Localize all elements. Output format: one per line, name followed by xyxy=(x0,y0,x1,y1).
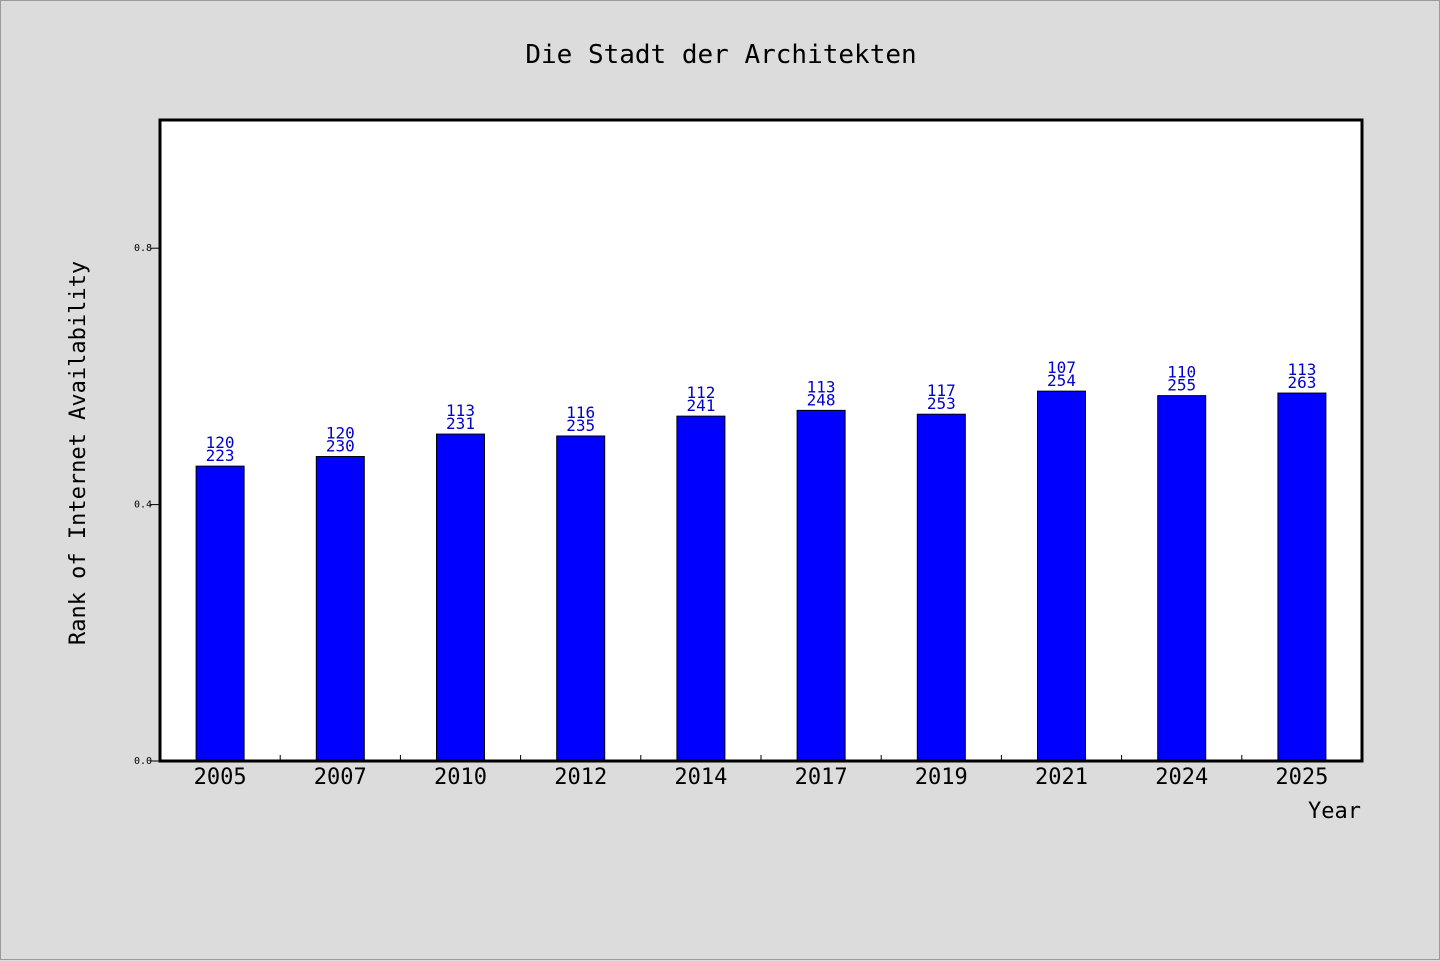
y-tick-label: 0.8 xyxy=(134,243,152,254)
bar xyxy=(796,409,846,762)
data-label: 223 xyxy=(206,446,235,465)
axis-ticks: 0.0 0.4 0.8 2005 2007 2010 2012 2014 2017 2019 202… xyxy=(134,243,1328,790)
data-label: 112 xyxy=(686,383,715,402)
x-tick-label: 2007 xyxy=(314,765,367,790)
data-label: 120 xyxy=(206,433,235,452)
bar xyxy=(1277,392,1327,762)
bar xyxy=(436,433,485,762)
x-tick-label: 2021 xyxy=(1035,765,1088,790)
y-axis-label: Rank of Internet Availability xyxy=(66,261,91,645)
data-label: 113 xyxy=(1287,360,1316,379)
data-label: 110 xyxy=(1167,363,1196,382)
data-label: 113 xyxy=(807,377,836,396)
data-label: 263 xyxy=(1287,373,1316,392)
y-tick-label: 0.4 xyxy=(134,500,152,511)
data-label: 117 xyxy=(927,381,956,400)
bar xyxy=(1037,390,1086,762)
x-tick-label: 2010 xyxy=(434,765,487,790)
x-tick-label: 2024 xyxy=(1155,765,1208,790)
bar xyxy=(676,415,726,762)
data-label: 120 xyxy=(326,424,355,443)
data-label: 113 xyxy=(446,401,475,420)
data-label: 235 xyxy=(566,416,595,435)
y-tick-label: 0.0 xyxy=(134,756,152,767)
bar xyxy=(1157,395,1207,762)
x-tick-label: 2014 xyxy=(674,765,727,790)
x-tick-label: 2019 xyxy=(915,765,968,790)
data-label: 254 xyxy=(1047,371,1076,390)
bar xyxy=(315,456,365,762)
data-label: 230 xyxy=(326,437,355,456)
chart-title: Die Stadt der Architekten xyxy=(525,40,916,70)
data-label: 248 xyxy=(807,390,836,409)
x-tick-label: 2005 xyxy=(194,765,247,790)
bar xyxy=(916,413,966,762)
bar xyxy=(195,465,245,762)
data-label: 241 xyxy=(686,396,715,415)
data-label: 116 xyxy=(566,403,595,422)
plot-border xyxy=(158,118,1364,763)
x-tick-label: 2025 xyxy=(1275,765,1328,790)
data-label: 231 xyxy=(446,414,475,433)
data-label: 255 xyxy=(1167,376,1196,395)
x-tick-label: 2012 xyxy=(554,765,607,790)
data-label: 253 xyxy=(927,394,956,413)
data-label: 107 xyxy=(1047,358,1076,377)
x-tick-label: 2017 xyxy=(795,765,848,790)
bar xyxy=(556,435,606,762)
bar-series xyxy=(195,390,1327,762)
x-axis-label: Year xyxy=(1308,799,1361,824)
